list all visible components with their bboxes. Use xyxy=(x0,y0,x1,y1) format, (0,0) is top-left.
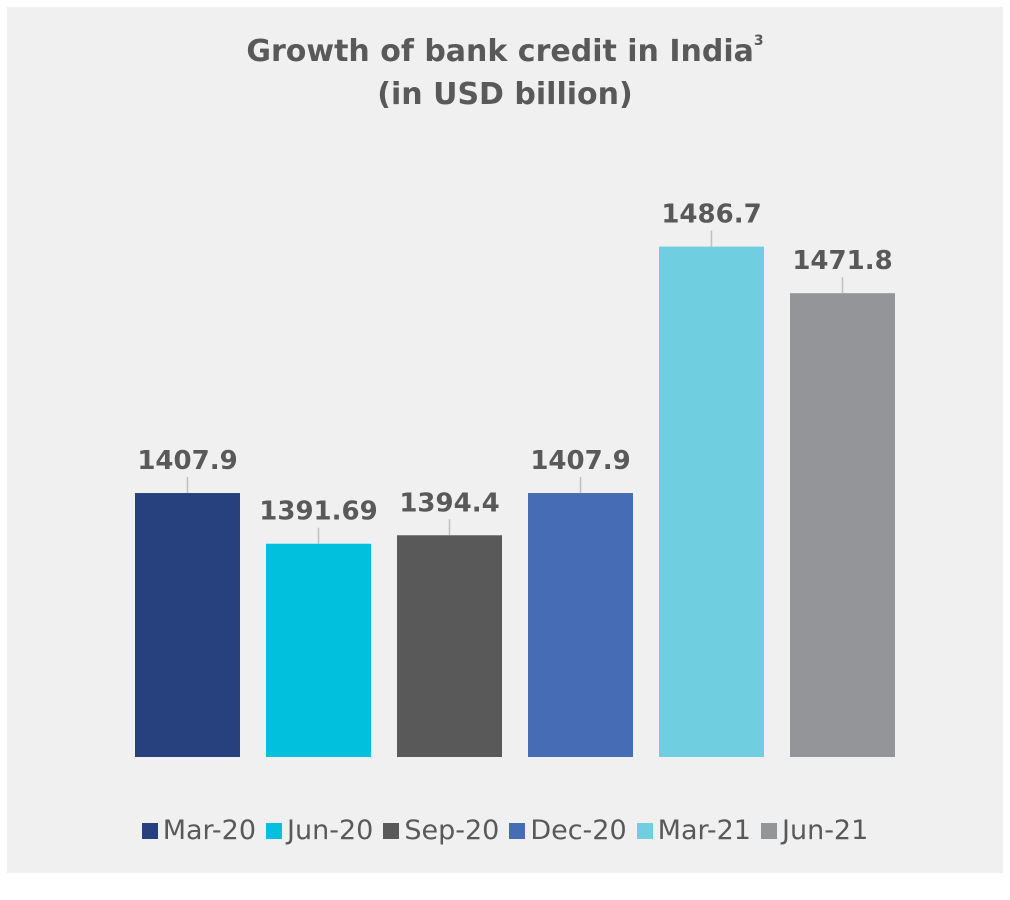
legend-swatch-mar-20 xyxy=(141,822,158,839)
legend-swatch-jun-20 xyxy=(266,822,283,839)
title-footnote-marker: 3 xyxy=(753,33,764,49)
legend-item-sep-20: Sep-20 xyxy=(383,815,499,846)
bar-dec-20 xyxy=(528,493,633,757)
legend-swatch-dec-20 xyxy=(509,822,526,839)
bar-jun-21 xyxy=(790,293,895,757)
chart-subtitle: (in USD billion) xyxy=(377,77,633,112)
legend-label-jun-21: Jun-21 xyxy=(782,815,869,846)
legend-swatch-jun-21 xyxy=(761,822,777,839)
chart-legend: Mar-20 Jun-20 Sep-20 Dec-20 Mar-21 Jun-21 xyxy=(0,815,1010,846)
legend-label-dec-20: Dec-20 xyxy=(530,815,627,846)
legend-label-mar-20: Mar-20 xyxy=(162,815,257,846)
legend-item-jun-21: Jun-21 xyxy=(761,815,868,846)
data-label-sep-20: 1394.4 xyxy=(399,488,499,518)
chart-title-block: Growth of bank credit in India3 (in USD … xyxy=(0,30,1010,116)
data-label-mar-20: 1407.9 xyxy=(137,446,237,476)
legend-swatch-mar-21 xyxy=(636,822,653,839)
legend-label-sep-20: Sep-20 xyxy=(404,815,500,846)
data-label-jun-20: 1391.69 xyxy=(259,497,377,527)
legend-swatch-sep-20 xyxy=(383,822,400,839)
legend-item-dec-20: Dec-20 xyxy=(509,815,627,846)
bar-mar-20 xyxy=(135,493,240,757)
data-label-mar-21: 1486.7 xyxy=(661,200,761,230)
legend-label-mar-21: Mar-21 xyxy=(657,815,751,846)
legend-item-mar-20: Mar-20 xyxy=(141,815,257,846)
bar-mar-21 xyxy=(659,246,764,758)
chart-title: Growth of bank credit in India3 xyxy=(246,33,764,69)
bar-jun-20 xyxy=(266,543,371,757)
data-label-jun-21: 1471.8 xyxy=(792,246,892,276)
legend-item-mar-21: Mar-21 xyxy=(636,815,751,846)
bar-sep-20 xyxy=(397,535,502,757)
legend-item-jun-20: Jun-20 xyxy=(266,815,373,846)
data-label-dec-20: 1407.9 xyxy=(530,446,630,476)
legend-label-jun-20: Jun-20 xyxy=(287,815,374,846)
